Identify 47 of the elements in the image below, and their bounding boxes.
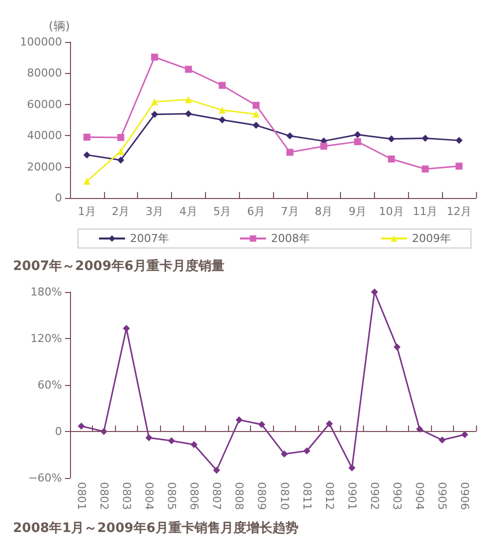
legend-label: 2008年 <box>270 232 310 245</box>
y-tick-label: 20000 <box>27 160 62 174</box>
y-tick-label: −60% <box>28 472 62 484</box>
x-tick-label: 5月 <box>213 205 232 218</box>
x-tick-label: 0905 <box>436 482 449 510</box>
x-tick-label: 0810 <box>278 482 291 510</box>
x-tick-label: 7月 <box>280 205 299 218</box>
x-tick-label: 0803 <box>120 482 133 510</box>
x-tick-label: 12月 <box>446 205 472 218</box>
x-tick-label: 2月 <box>112 205 130 218</box>
legend-label: 2009年 <box>412 232 451 245</box>
legend-label: 2007年 <box>130 232 169 245</box>
y-tick-label: 100000 <box>20 36 62 48</box>
x-tick-label: 4月 <box>179 205 198 218</box>
x-tick-label: 0807 <box>210 482 224 510</box>
y-tick-label: 0 <box>55 425 62 438</box>
x-tick-label: 0903 <box>390 482 404 510</box>
x-tick-label: 10月 <box>378 205 404 218</box>
x-tick-label: 0806 <box>188 482 201 510</box>
x-tick-label: 8月 <box>314 205 333 218</box>
x-tick-label: 0808 <box>232 482 246 510</box>
y-tick-label: 0 <box>55 192 62 204</box>
y-tick-label: 180% <box>30 286 62 298</box>
x-tick-label: 0812 <box>322 482 336 510</box>
x-tick-label: 11月 <box>412 205 438 218</box>
y-axis-title: (辆) <box>48 19 70 33</box>
y-tick-label: 60000 <box>27 98 62 111</box>
y-tick-label: 60% <box>38 378 62 392</box>
x-tick-label: 1月 <box>78 205 96 218</box>
x-tick-label: 0902 <box>368 482 381 510</box>
x-tick-label: 6月 <box>247 205 266 218</box>
x-tick-label: 0904 <box>413 482 426 510</box>
x-tick-label: 9月 <box>348 205 367 218</box>
x-tick-label: 0804 <box>142 482 156 510</box>
y-tick-label: 40000 <box>27 129 62 142</box>
text: 2007年～2009年6月重卡月度销量 <box>13 258 224 274</box>
y-tick-label: 120% <box>30 332 62 345</box>
x-tick-label: 0906 <box>458 482 472 510</box>
x-tick-label: 3月 <box>146 205 164 218</box>
text: 2008年1月～2009年6月重卡销售月度增长趋势 <box>13 520 298 536</box>
x-tick-label: 0805 <box>165 482 178 510</box>
x-tick-label: 0802 <box>97 482 110 510</box>
x-tick-label: 0811 <box>300 482 314 510</box>
y-tick-label: 80000 <box>27 66 62 80</box>
x-tick-label: 0809 <box>255 482 268 510</box>
x-tick-label: 0801 <box>74 482 88 510</box>
x-tick-label: 0901 <box>345 482 358 510</box>
